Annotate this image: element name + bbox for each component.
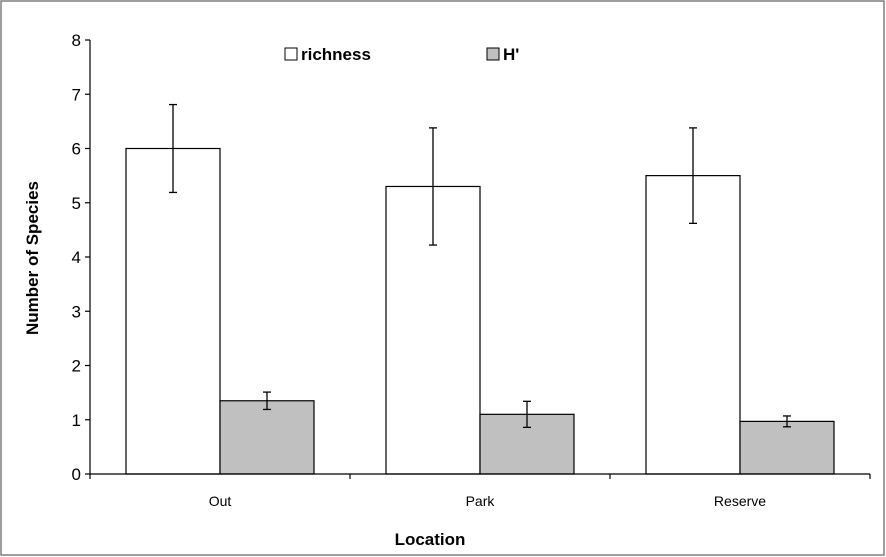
x-tick-label: Park	[466, 493, 496, 509]
y-axis-title: Number of Species	[23, 181, 42, 335]
y-tick-label: 3	[72, 302, 81, 321]
legend-label-richness: richness	[301, 45, 371, 64]
y-tick-label: 4	[72, 248, 81, 267]
y-tick-label: 6	[72, 140, 81, 159]
legend-swatch-richness	[285, 48, 297, 60]
bar-h-out	[220, 401, 314, 474]
y-tick-label: 8	[72, 31, 81, 50]
x-tick-label: Reserve	[714, 493, 766, 509]
y-tick-label: 2	[72, 357, 81, 376]
y-tick-label: 7	[72, 85, 81, 104]
x-axis-title: Location	[395, 530, 466, 549]
bar-richness-out	[126, 149, 220, 475]
y-tick-label: 5	[72, 194, 81, 213]
y-tick-label: 1	[72, 411, 81, 430]
x-tick-label: Out	[209, 493, 232, 509]
y-tick-label: 0	[72, 465, 81, 484]
bar-h-reserve	[740, 421, 834, 474]
legend-swatch-h	[487, 48, 499, 60]
legend-label-h: H'	[503, 45, 519, 64]
